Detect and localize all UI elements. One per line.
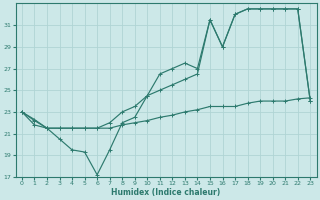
X-axis label: Humidex (Indice chaleur): Humidex (Indice chaleur) [111, 188, 221, 197]
